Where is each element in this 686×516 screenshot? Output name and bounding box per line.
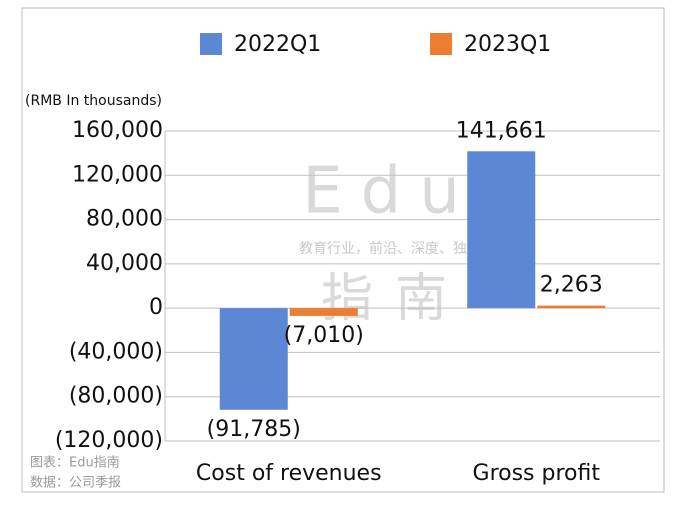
legend-label: 2023Q1 (464, 32, 551, 57)
watermark-slogan: 教育行业，前沿、深度、独家 (299, 240, 481, 257)
watermark-name: 指南 (321, 269, 469, 329)
x-tick-label: Cost of revenues (196, 461, 382, 486)
value-label: (91,785) (207, 417, 301, 442)
legend-swatch (200, 33, 222, 55)
x-tick-label: Gross profit (473, 461, 601, 486)
y-tick-label: 40,000 (86, 251, 163, 276)
legend-swatch (430, 33, 452, 55)
value-label: (7,010) (284, 323, 364, 348)
y-tick-label: 80,000 (86, 207, 163, 232)
legend-label: 2022Q1 (234, 32, 321, 57)
y-tick-label: (40,000) (69, 339, 163, 364)
y-tick-label: 0 (149, 295, 163, 320)
unit-label: (RMB In thousands) (25, 93, 162, 109)
bar (219, 308, 288, 410)
chart-border (21, 7, 665, 493)
bar (289, 308, 358, 316)
watermark-brand: Edu (302, 155, 478, 229)
y-tick-label: 160,000 (72, 118, 163, 143)
bar (537, 305, 606, 309)
source-note: 图表：Edu指南 (30, 455, 120, 471)
bar (467, 151, 536, 309)
value-label: 141,661 (456, 118, 547, 143)
source-note: 数据：公司季报 (30, 476, 121, 491)
y-tick-label: (120,000) (55, 428, 163, 453)
y-tick-label: 120,000 (72, 162, 163, 187)
value-label: 2,263 (540, 273, 603, 298)
y-tick-label: (80,000) (69, 384, 163, 409)
